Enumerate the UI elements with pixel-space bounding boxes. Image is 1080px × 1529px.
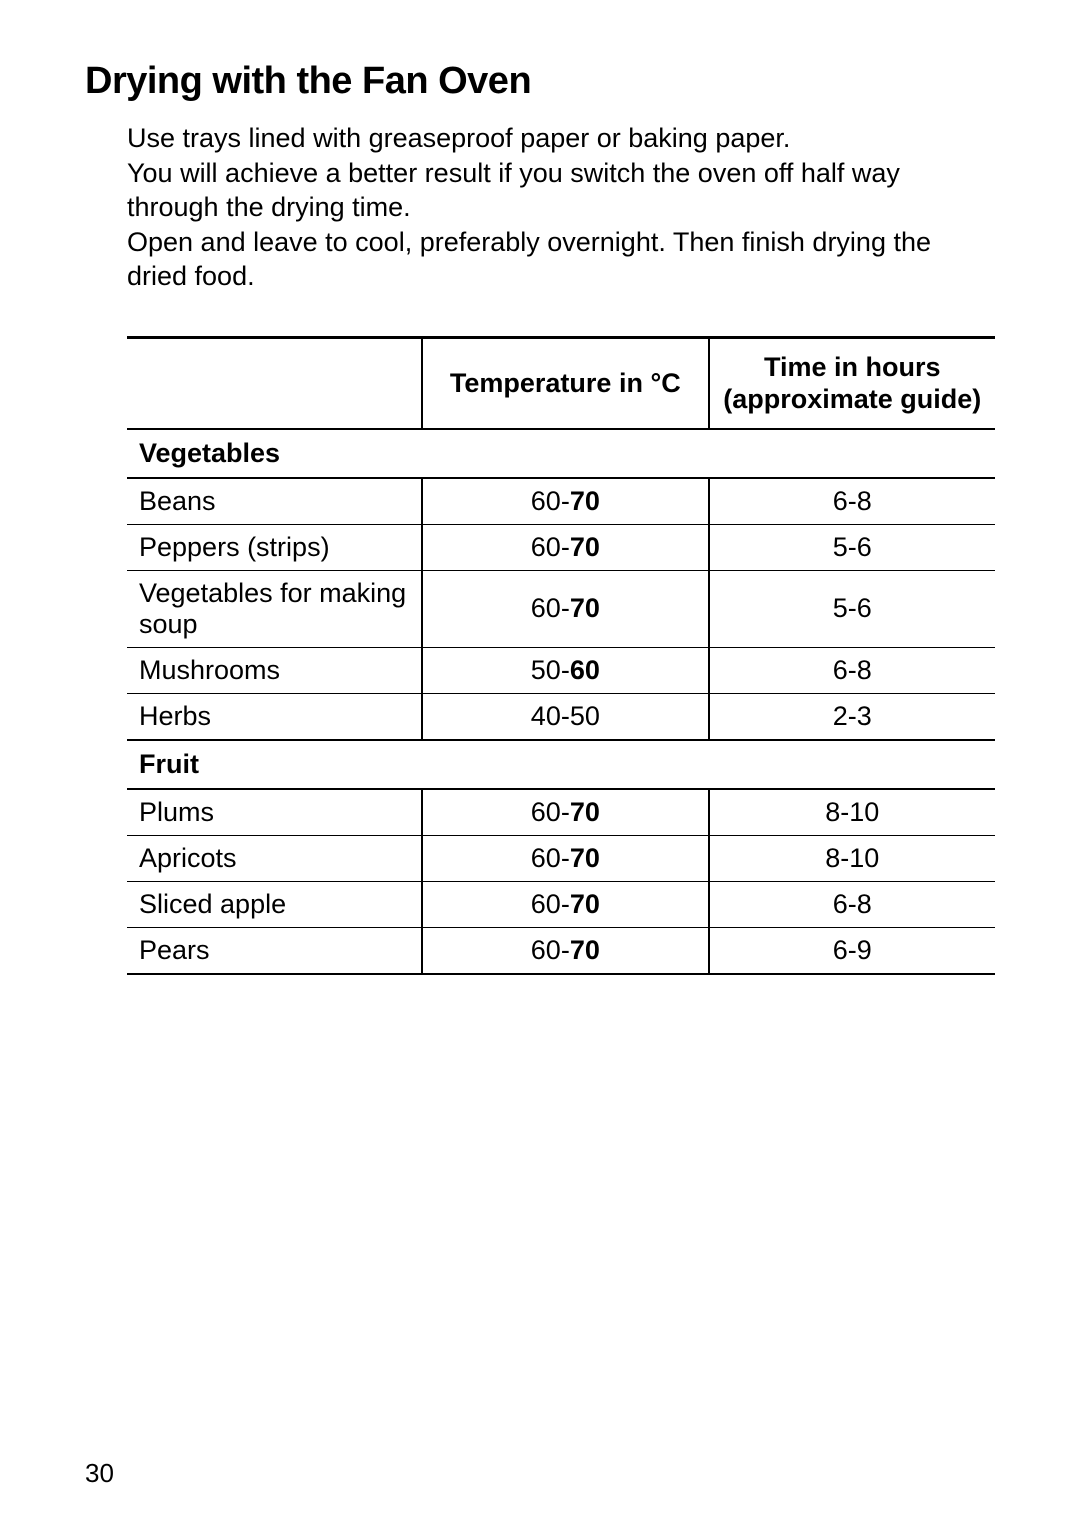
intro-line-2: You will achieve a better result if you … (127, 156, 991, 225)
temperature-cell: 60-70 (422, 570, 708, 647)
time-cell: 6-9 (709, 927, 995, 974)
section-heading-cell: Vegetables (127, 429, 995, 478)
temperature-cell: 40-50 (422, 693, 708, 740)
col-header-time: Time in hours (approximate guide) (709, 337, 995, 428)
section-heading-cell: Fruit (127, 740, 995, 789)
table-row: Beans60-706-8 (127, 478, 995, 525)
temperature-cell: 60-70 (422, 478, 708, 525)
item-cell: Apricots (127, 835, 422, 881)
page-title: Drying with the Fan Oven (85, 60, 995, 103)
item-cell: Peppers (strips) (127, 524, 422, 570)
table-row: Vegetables for making soup60-705-6 (127, 570, 995, 647)
time-cell: 6-8 (709, 478, 995, 525)
intro-line-3: Open and leave to cool, preferably overn… (127, 225, 991, 294)
temperature-cell: 50-60 (422, 647, 708, 693)
time-cell: 8-10 (709, 789, 995, 836)
table-body: VegetablesBeans60-706-8Peppers (strips)6… (127, 429, 995, 974)
table-section-heading: Fruit (127, 740, 995, 789)
item-cell: Pears (127, 927, 422, 974)
item-cell: Mushrooms (127, 647, 422, 693)
item-cell: Vegetables for making soup (127, 570, 422, 647)
temperature-cell: 60-70 (422, 789, 708, 836)
page-number: 30 (85, 1458, 114, 1489)
table-row: Pears60-706-9 (127, 927, 995, 974)
item-cell: Herbs (127, 693, 422, 740)
temperature-cell: 60-70 (422, 524, 708, 570)
col-header-item (127, 337, 422, 428)
table-header-row: Temperature in °C Time in hours (approxi… (127, 337, 995, 428)
time-cell: 6-8 (709, 647, 995, 693)
drying-table-wrap: Temperature in °C Time in hours (approxi… (127, 336, 995, 975)
intro-line-1: Use trays lined with greaseproof paper o… (127, 121, 991, 156)
table-row: Plums60-708-10 (127, 789, 995, 836)
time-cell: 2-3 (709, 693, 995, 740)
table-row: Herbs40-502-3 (127, 693, 995, 740)
col-header-time-line2: (approximate guide) (723, 384, 981, 414)
col-header-time-line1: Time in hours (764, 352, 941, 382)
table-row: Sliced apple60-706-8 (127, 881, 995, 927)
time-cell: 8-10 (709, 835, 995, 881)
drying-table: Temperature in °C Time in hours (approxi… (127, 336, 995, 975)
table-row: Peppers (strips)60-705-6 (127, 524, 995, 570)
table-section-heading: Vegetables (127, 429, 995, 478)
temperature-cell: 60-70 (422, 835, 708, 881)
item-cell: Beans (127, 478, 422, 525)
item-cell: Sliced apple (127, 881, 422, 927)
time-cell: 5-6 (709, 570, 995, 647)
item-cell: Plums (127, 789, 422, 836)
time-cell: 5-6 (709, 524, 995, 570)
temperature-cell: 60-70 (422, 927, 708, 974)
page: Drying with the Fan Oven Use trays lined… (0, 0, 1080, 1529)
intro-text: Use trays lined with greaseproof paper o… (127, 121, 991, 294)
temperature-cell: 60-70 (422, 881, 708, 927)
table-row: Apricots60-708-10 (127, 835, 995, 881)
col-header-temperature: Temperature in °C (422, 337, 708, 428)
time-cell: 6-8 (709, 881, 995, 927)
table-row: Mushrooms50-606-8 (127, 647, 995, 693)
